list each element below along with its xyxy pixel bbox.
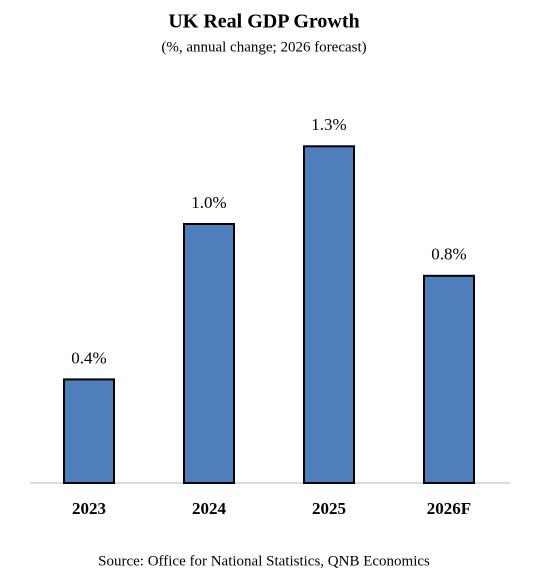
source-note: Source: Office for National Statistics, …	[98, 553, 430, 569]
bar	[183, 223, 235, 484]
x-tick-label: 2024	[192, 499, 227, 518]
chart-subtitle: (%, annual change; 2026 forecast)	[161, 39, 366, 55]
x-tick-label: 2026F	[427, 499, 471, 518]
bar	[423, 274, 475, 484]
chart-title: UK Real GDP Growth	[168, 11, 359, 33]
bar	[63, 378, 115, 484]
x-tick-label: 2025	[312, 499, 346, 518]
bar	[303, 145, 355, 485]
value-label: 1.0%	[191, 193, 226, 212]
value-label: 0.8%	[431, 245, 466, 264]
value-label: 1.3%	[311, 115, 346, 134]
value-label: 0.4%	[71, 348, 106, 367]
x-tick-label: 2023	[72, 499, 106, 518]
